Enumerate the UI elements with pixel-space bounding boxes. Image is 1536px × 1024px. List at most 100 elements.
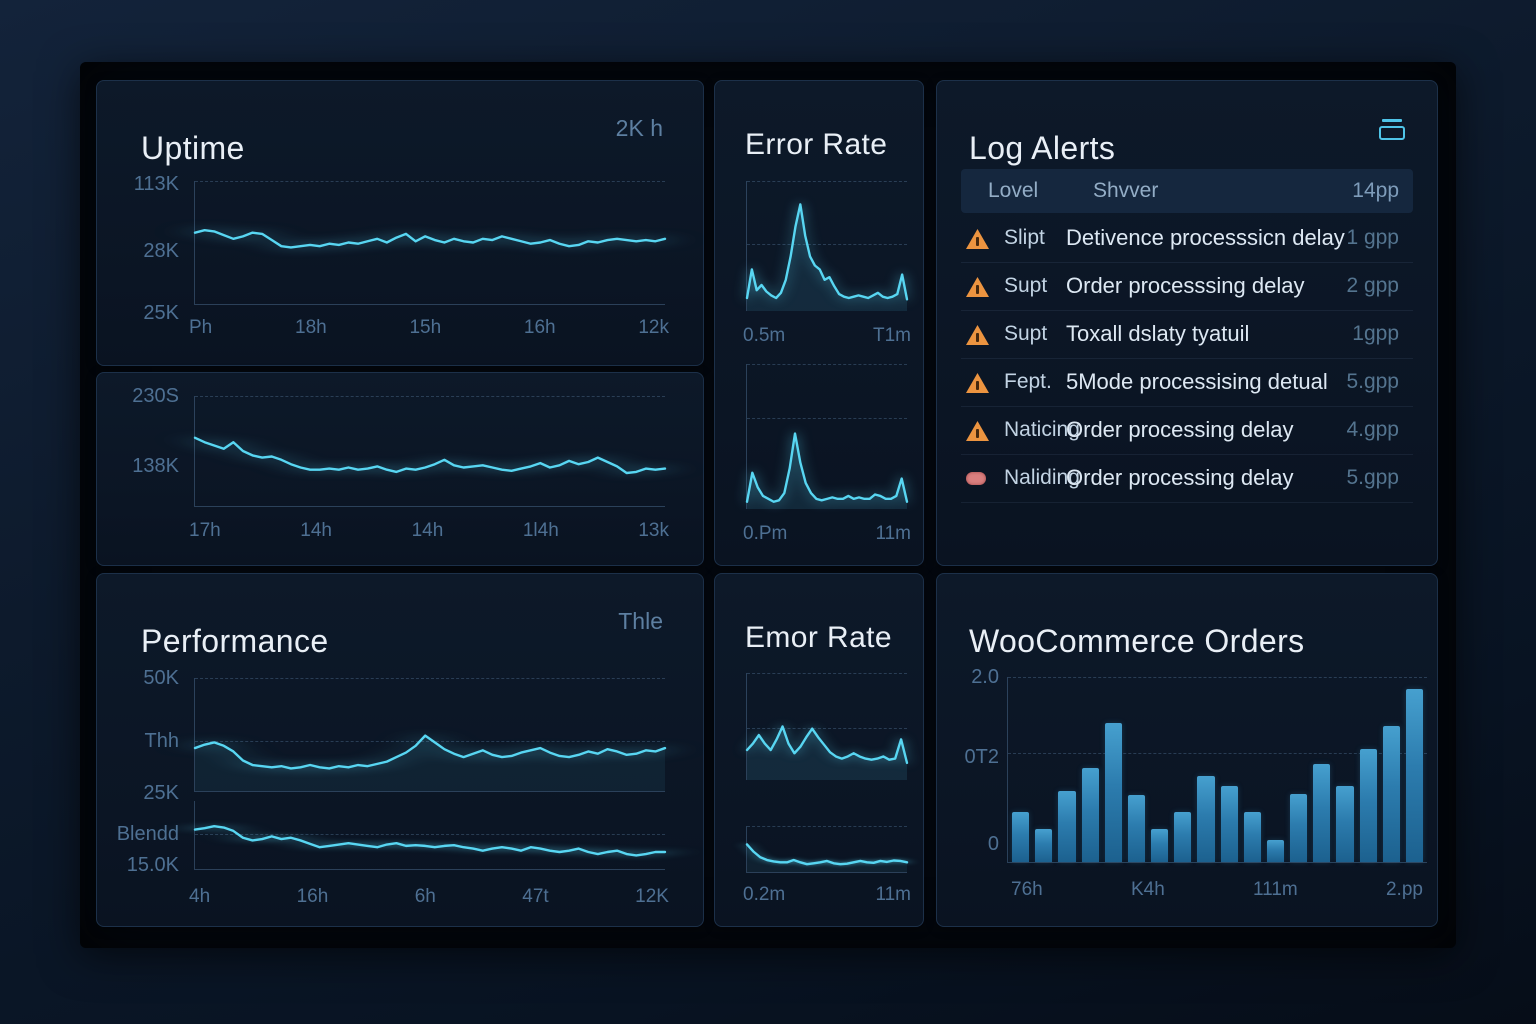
order-bar (1104, 723, 1122, 862)
gridline (195, 834, 665, 835)
chart-line (747, 727, 907, 763)
alert-message: Order processing delay (1066, 417, 1294, 442)
order-bar (1058, 790, 1076, 862)
order-bar (1220, 786, 1238, 862)
x-tick: 0.2m (743, 884, 786, 905)
x-tick: 16h (296, 886, 329, 907)
order-bar (1336, 786, 1354, 862)
uptime-secondary-panel: 230S 138K 17h 14h 14h 1l4h 13k (96, 372, 704, 566)
chart-area-fill (195, 735, 665, 791)
warning-icon (966, 421, 989, 441)
woocommerce-orders-panel: WooCommerce Orders 2.0 0T2 0 76h K4h 111… (936, 573, 1438, 927)
x-tick: 76h (1011, 879, 1043, 900)
alert-row[interactable]: Naticing Order processing delay 4.gpp (961, 407, 1413, 455)
alert-value: 5.gpp (1346, 370, 1399, 393)
performance-x-axis: 4h 16h 6h 47t 12K (189, 886, 669, 908)
order-bar (1313, 763, 1331, 862)
order-bar (1382, 726, 1400, 862)
error-rate-x-axis-1: 0.5m T1m (743, 325, 911, 347)
x-tick: 14h (411, 520, 444, 541)
orders-bar-chart (1012, 677, 1424, 862)
gridline (195, 396, 665, 397)
alert-row[interactable]: Naliding Order processing delay 5.gpp (961, 455, 1413, 503)
y-tick: 230S (132, 385, 179, 407)
alert-value: 4.gpp (1346, 418, 1399, 441)
uptime-panel: Uptime 2K h 113K 28K 25K Ph 18h 15h 16h … (96, 80, 704, 366)
y-tick: Thh (144, 730, 179, 752)
chart-area-fill (747, 844, 907, 872)
x-tick: 0.Pm (743, 523, 788, 544)
x-tick: 17h (189, 520, 221, 541)
x-tick: 18h (295, 317, 327, 338)
uptime-secondary-plot (194, 396, 665, 507)
column-header-server: Shvver (1093, 179, 1159, 202)
performance-title: Performance (141, 622, 329, 659)
alert-row[interactable]: Slipt Detivence processsicn delay 1 gpp (961, 215, 1413, 263)
warning-icon (966, 277, 989, 297)
x-tick: 11m (875, 523, 911, 544)
performance-upper-plot (194, 678, 665, 792)
alert-level: Fept. (1004, 370, 1052, 393)
chart-area-fill (747, 204, 907, 311)
chart-line (747, 204, 907, 299)
warning-icon (966, 229, 989, 249)
alert-level: Supt (1004, 322, 1048, 345)
error-rate-area-chart-1 (747, 181, 907, 311)
alert-message: Order processsing delay (1066, 273, 1305, 298)
x-tick: 6h (414, 886, 436, 907)
x-tick: 11m (875, 884, 911, 905)
alert-row[interactable]: Supt Order processsing delay 2 gpp (961, 263, 1413, 311)
order-bar (1266, 839, 1285, 862)
x-tick: 12K (635, 886, 669, 907)
emor-rate-title: Emor Rate (745, 620, 892, 654)
alert-row[interactable]: Supt Toxall dslaty tyatuil 1gpp (961, 311, 1413, 359)
gridline (747, 728, 907, 729)
column-header-value: 14pp (1352, 179, 1399, 202)
uptime-x-axis: Ph 18h 15h 16h 12k (189, 317, 669, 339)
warning-icon (966, 325, 989, 345)
x-tick: 15h (409, 317, 442, 338)
gridline (195, 678, 665, 679)
x-tick: 1l4h (522, 520, 559, 541)
alerts-table: Slipt Detivence processsicn delay 1 gpp … (961, 215, 1413, 503)
alert-value: 1 gpp (1346, 226, 1399, 249)
performance-upper-line-chart (195, 678, 665, 791)
emor-rate-panel: Emor Rate 0.2m 11m (714, 573, 924, 927)
column-header-level: Lovel (988, 179, 1039, 202)
x-tick: K4h (1130, 879, 1165, 900)
chart-line (747, 434, 907, 502)
log-alerts-panel: Log Alerts Lovel Shvver 14pp Slipt Detiv… (936, 80, 1438, 566)
y-tick: 138K (132, 455, 179, 477)
alert-value: 1gpp (1352, 322, 1399, 345)
x-tick: 0.5m (743, 325, 786, 346)
y-tick: 28K (143, 240, 179, 262)
order-bar (1174, 812, 1192, 862)
order-bar (1127, 795, 1146, 862)
emor-rate-plot-2 (746, 826, 907, 873)
chart-line (195, 826, 665, 855)
order-bar (1197, 775, 1215, 862)
window-icon[interactable] (1379, 119, 1405, 140)
x-tick: 111m (1253, 879, 1298, 900)
alerts-table-header: Lovel Shvver 14pp (961, 169, 1413, 213)
alert-row[interactable]: Fept. 5Mode processising detual 5.gpp (961, 359, 1413, 407)
performance-header-value: Thle (618, 608, 663, 634)
alert-level: Naticing (1004, 418, 1080, 441)
chart-line (195, 736, 665, 769)
uptime-title: Uptime (141, 129, 245, 166)
emor-rate-line-chart-2 (747, 826, 907, 872)
x-tick: 13k (638, 520, 669, 541)
alert-value: 5.gpp (1346, 466, 1399, 489)
gridline (195, 181, 665, 182)
alert-message: Order processing delay (1066, 465, 1294, 490)
uptime-header-value: 2K h (615, 115, 663, 141)
uptime-plot (194, 181, 665, 305)
x-tick: 47t (522, 886, 549, 907)
order-bar (1035, 828, 1053, 862)
chart-line (747, 844, 907, 864)
error-rate-plot-2 (746, 364, 907, 509)
y-tick: 2.0 (971, 666, 999, 688)
alert-value: 2 gpp (1346, 274, 1399, 297)
orders-bar-plot (1007, 677, 1427, 863)
gridline (1008, 677, 1427, 678)
